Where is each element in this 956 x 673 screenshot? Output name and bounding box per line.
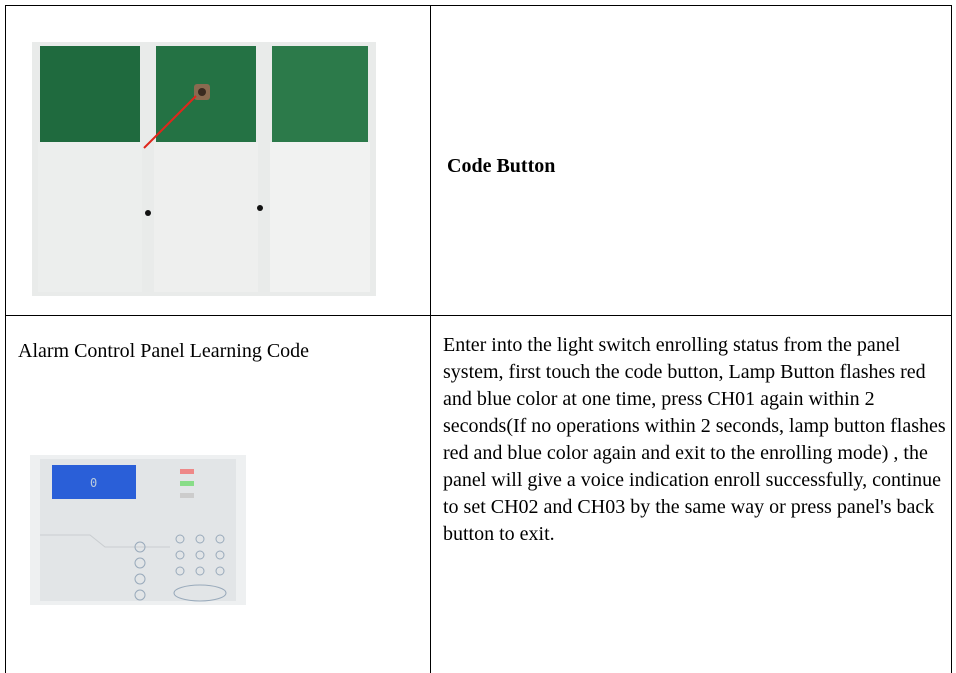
table-border bbox=[5, 5, 6, 673]
cell-description: Enter into the light switch enrolling st… bbox=[443, 334, 946, 545]
cell-title: Code Button bbox=[447, 155, 556, 177]
circuit-board-photo bbox=[32, 42, 376, 296]
table-border bbox=[5, 5, 952, 6]
table-border bbox=[5, 315, 952, 316]
control-panel-photo: 0 bbox=[30, 455, 246, 605]
table-border bbox=[430, 5, 431, 673]
table-border bbox=[951, 5, 952, 673]
svg-text:0: 0 bbox=[90, 476, 97, 490]
cell-label: Alarm Control Panel Learning Code bbox=[18, 340, 310, 362]
